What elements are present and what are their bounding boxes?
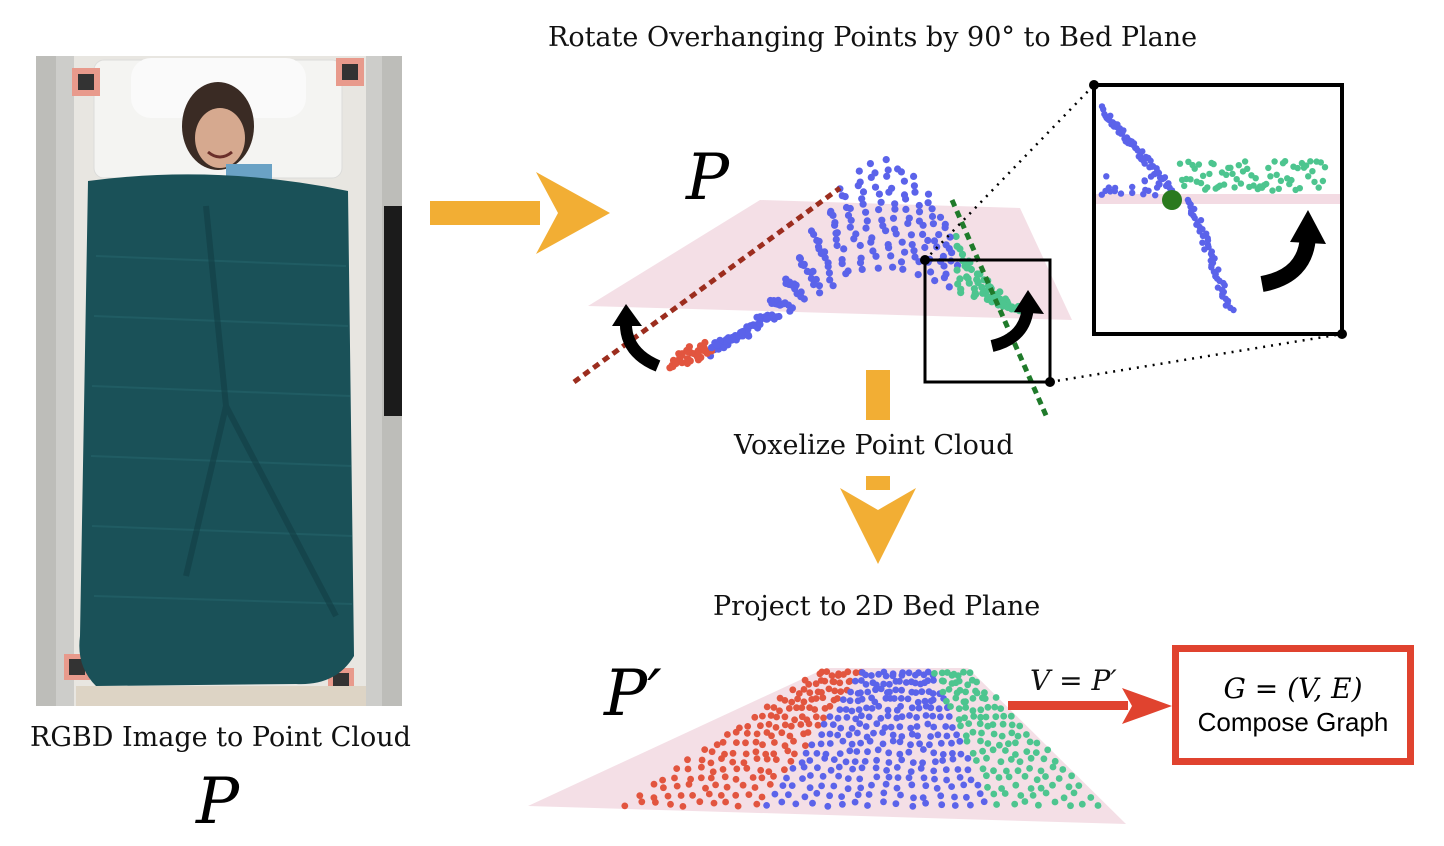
rgbd-photo-illustration bbox=[36, 56, 402, 706]
graph-caption: Compose Graph bbox=[1197, 707, 1389, 737]
p-symbol-top: P bbox=[686, 141, 730, 215]
pivot-point bbox=[1162, 190, 1182, 210]
red-dashed-axis bbox=[572, 185, 842, 385]
v-equals-p-label: V = P′ bbox=[1030, 664, 1117, 697]
red-right-arrow bbox=[1008, 688, 1172, 724]
zoom-box-icon bbox=[923, 258, 1052, 384]
point-cloud-dots bbox=[666, 156, 1023, 372]
zoom-inset bbox=[1092, 83, 1344, 336]
orange-down-arrow bbox=[840, 370, 916, 564]
p-prime-symbol: P′ bbox=[604, 657, 662, 731]
rotate-title: Rotate Overhanging Points by 90° to Bed … bbox=[548, 22, 1198, 53]
project-label: Project to 2D Bed Plane bbox=[713, 591, 1041, 622]
rgbd-image bbox=[36, 56, 402, 706]
point-cloud-symbol: P bbox=[196, 765, 240, 839]
orange-right-arrow bbox=[430, 172, 610, 254]
voxelize-label: Voxelize Point Cloud bbox=[732, 430, 1016, 461]
projected-point-cloud bbox=[528, 668, 1126, 824]
curved-arrow-icon bbox=[1260, 235, 1316, 292]
compose-graph-box: G = (V, E) Compose Graph bbox=[1172, 645, 1414, 765]
graph-formula: G = (V, E) bbox=[1223, 672, 1363, 705]
green-dashed-axis bbox=[949, 199, 1051, 421]
rotated-point-cloud bbox=[572, 156, 1072, 421]
rgbd-caption: RGBD Image to Point Cloud bbox=[30, 722, 411, 753]
